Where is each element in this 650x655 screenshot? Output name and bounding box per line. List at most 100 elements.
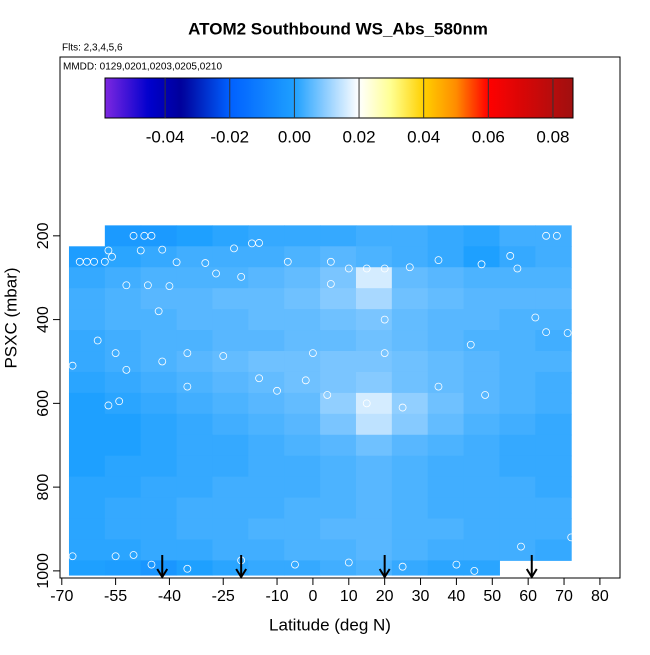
heat-cell bbox=[320, 476, 357, 499]
x-tick-label: 60 bbox=[519, 588, 537, 605]
heat-cell bbox=[355, 330, 393, 352]
heat-cell bbox=[68, 288, 106, 310]
heat-cell bbox=[427, 434, 465, 457]
heat-cell bbox=[355, 309, 393, 331]
y-tick-label: 200 bbox=[35, 222, 52, 249]
heat-cell bbox=[427, 455, 465, 478]
heat-cell bbox=[535, 371, 572, 394]
heat-cell bbox=[535, 518, 572, 540]
heat-cell bbox=[140, 413, 178, 436]
heat-cell bbox=[104, 309, 142, 331]
heat-cell bbox=[427, 330, 465, 352]
heat-cell bbox=[535, 330, 572, 352]
track-point bbox=[115, 397, 124, 406]
heat-cell bbox=[212, 413, 249, 436]
heat-cell bbox=[320, 455, 357, 478]
track-point bbox=[542, 328, 550, 337]
heat-cell bbox=[284, 392, 321, 415]
track-point bbox=[398, 403, 407, 412]
y-tick-label: 1000 bbox=[35, 553, 52, 589]
track-point bbox=[477, 260, 486, 269]
heat-cell bbox=[140, 225, 178, 247]
heat-cell bbox=[355, 539, 393, 561]
heat-cell bbox=[499, 476, 536, 499]
y-axis-label: PSXC (mbar) bbox=[1, 267, 20, 368]
heat-cell bbox=[176, 351, 213, 373]
heat-cell bbox=[535, 455, 572, 478]
heat-cell bbox=[284, 309, 321, 331]
heat-cell bbox=[355, 267, 393, 289]
heat-cell bbox=[355, 246, 393, 268]
heat-cell bbox=[320, 560, 357, 576]
heat-cell bbox=[463, 413, 500, 436]
heat-cell bbox=[463, 351, 500, 373]
track-point bbox=[405, 263, 414, 272]
heat-cell bbox=[248, 351, 285, 373]
heat-cell bbox=[104, 392, 142, 415]
track-point bbox=[362, 264, 371, 273]
heat-cell bbox=[176, 392, 213, 415]
heat-cell bbox=[248, 330, 285, 352]
x-tick-label: -40 bbox=[158, 588, 181, 605]
heat-cell bbox=[355, 560, 393, 576]
heat-cell bbox=[391, 392, 429, 415]
heat-cell bbox=[68, 309, 106, 331]
heat-cell bbox=[68, 455, 106, 478]
heat-cell bbox=[463, 476, 500, 499]
heat-cell bbox=[68, 351, 106, 373]
heat-cell bbox=[391, 330, 429, 352]
track-point bbox=[129, 231, 138, 240]
arrow bbox=[235, 555, 248, 579]
heat-cell bbox=[427, 413, 465, 436]
track-point bbox=[183, 382, 192, 391]
heat-cell bbox=[499, 309, 536, 331]
heat-cell bbox=[248, 455, 285, 478]
heat-cell bbox=[320, 309, 357, 331]
x-tick-label: 10 bbox=[340, 588, 358, 605]
track-point bbox=[380, 315, 389, 324]
heat-cell bbox=[176, 371, 213, 394]
heat-cell bbox=[320, 539, 357, 561]
heat-cell bbox=[499, 434, 536, 457]
heat-cell bbox=[284, 246, 321, 268]
heat-cell bbox=[284, 330, 321, 352]
track-point bbox=[172, 258, 181, 267]
track-point bbox=[301, 376, 310, 385]
colorbar-tick-label: 0.02 bbox=[342, 127, 375, 146]
heat-cell bbox=[248, 392, 285, 415]
heat-cell bbox=[320, 225, 357, 247]
heat-cell bbox=[212, 225, 249, 247]
heat-cell bbox=[68, 267, 106, 289]
colorbar-tick-label: 0.00 bbox=[278, 127, 311, 146]
x-tick-label: 80 bbox=[591, 588, 609, 605]
track-point bbox=[129, 551, 138, 559]
heat-cell bbox=[176, 413, 213, 436]
heat-cell bbox=[284, 413, 321, 436]
heat-cell bbox=[284, 560, 321, 576]
heat-cell bbox=[68, 497, 106, 520]
heat-cell bbox=[391, 476, 429, 499]
heat-cell bbox=[391, 434, 429, 457]
track-point bbox=[466, 340, 475, 349]
x-tick-label: -55 bbox=[104, 588, 127, 605]
track-point bbox=[147, 560, 156, 569]
heat-cell bbox=[427, 476, 465, 499]
heat-cell bbox=[104, 225, 142, 247]
heat-cell bbox=[212, 288, 249, 310]
heat-cell bbox=[104, 246, 142, 268]
colorbar-tick-label: -0.02 bbox=[210, 127, 249, 146]
heat-cell bbox=[104, 518, 142, 540]
heat-cell bbox=[176, 288, 213, 310]
arrow-head bbox=[378, 568, 391, 579]
heat-cell bbox=[355, 351, 393, 373]
heat-cell bbox=[355, 497, 393, 520]
heat-cell bbox=[68, 476, 106, 499]
heat-cell bbox=[68, 371, 106, 394]
heat-cell bbox=[212, 309, 249, 331]
track-point bbox=[291, 560, 299, 569]
heat-cell bbox=[212, 392, 249, 415]
heat-cell bbox=[499, 518, 536, 540]
heat-cell bbox=[140, 246, 178, 268]
heat-cell bbox=[463, 371, 500, 394]
